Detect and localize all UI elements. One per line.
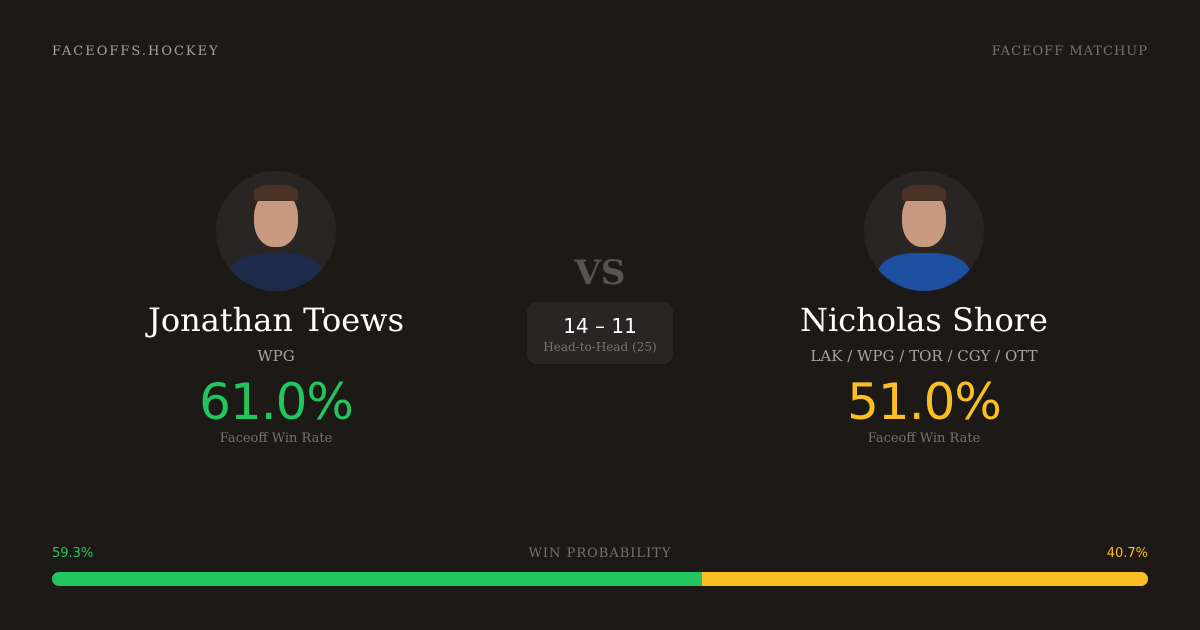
win-rate-label: Faceoff Win Rate: [867, 431, 981, 446]
prob-left: 59.3%: [52, 546, 94, 561]
prob-bar-left: [52, 572, 702, 586]
brand-logo: FACEOFFS.HOCKEY: [52, 44, 220, 59]
player-team: LAK / WPG / TOR / CGY / OTT: [810, 347, 1038, 365]
player-team: WPG: [257, 347, 295, 365]
win-rate: 51.0%: [847, 373, 1002, 431]
h2h-score: 14 – 11: [563, 314, 637, 338]
player-name: Nicholas Shore: [800, 301, 1048, 339]
prob-label: WIN PROBABILITY: [528, 546, 672, 561]
win-rate: 61.0%: [199, 373, 354, 431]
head-to-head-card: 14 – 11 Head-to-Head (25): [527, 302, 673, 364]
prob-bar-right: [701, 572, 1148, 586]
avatar: [864, 171, 984, 291]
avatar: [216, 171, 336, 291]
player-left: Jonathan Toews WPG 61.0% Faceoff Win Rat…: [76, 171, 476, 446]
vs-label: VS: [574, 253, 626, 293]
probability-bar: [52, 572, 1148, 586]
prob-right: 40.7%: [1106, 546, 1148, 561]
win-rate-label: Faceoff Win Rate: [219, 431, 333, 446]
player-right: Nicholas Shore LAK / WPG / TOR / CGY / O…: [724, 171, 1124, 446]
player-name: Jonathan Toews: [148, 301, 404, 339]
page-tag: FACEOFF MATCHUP: [991, 44, 1148, 59]
h2h-label: Head-to-Head (25): [543, 340, 657, 354]
